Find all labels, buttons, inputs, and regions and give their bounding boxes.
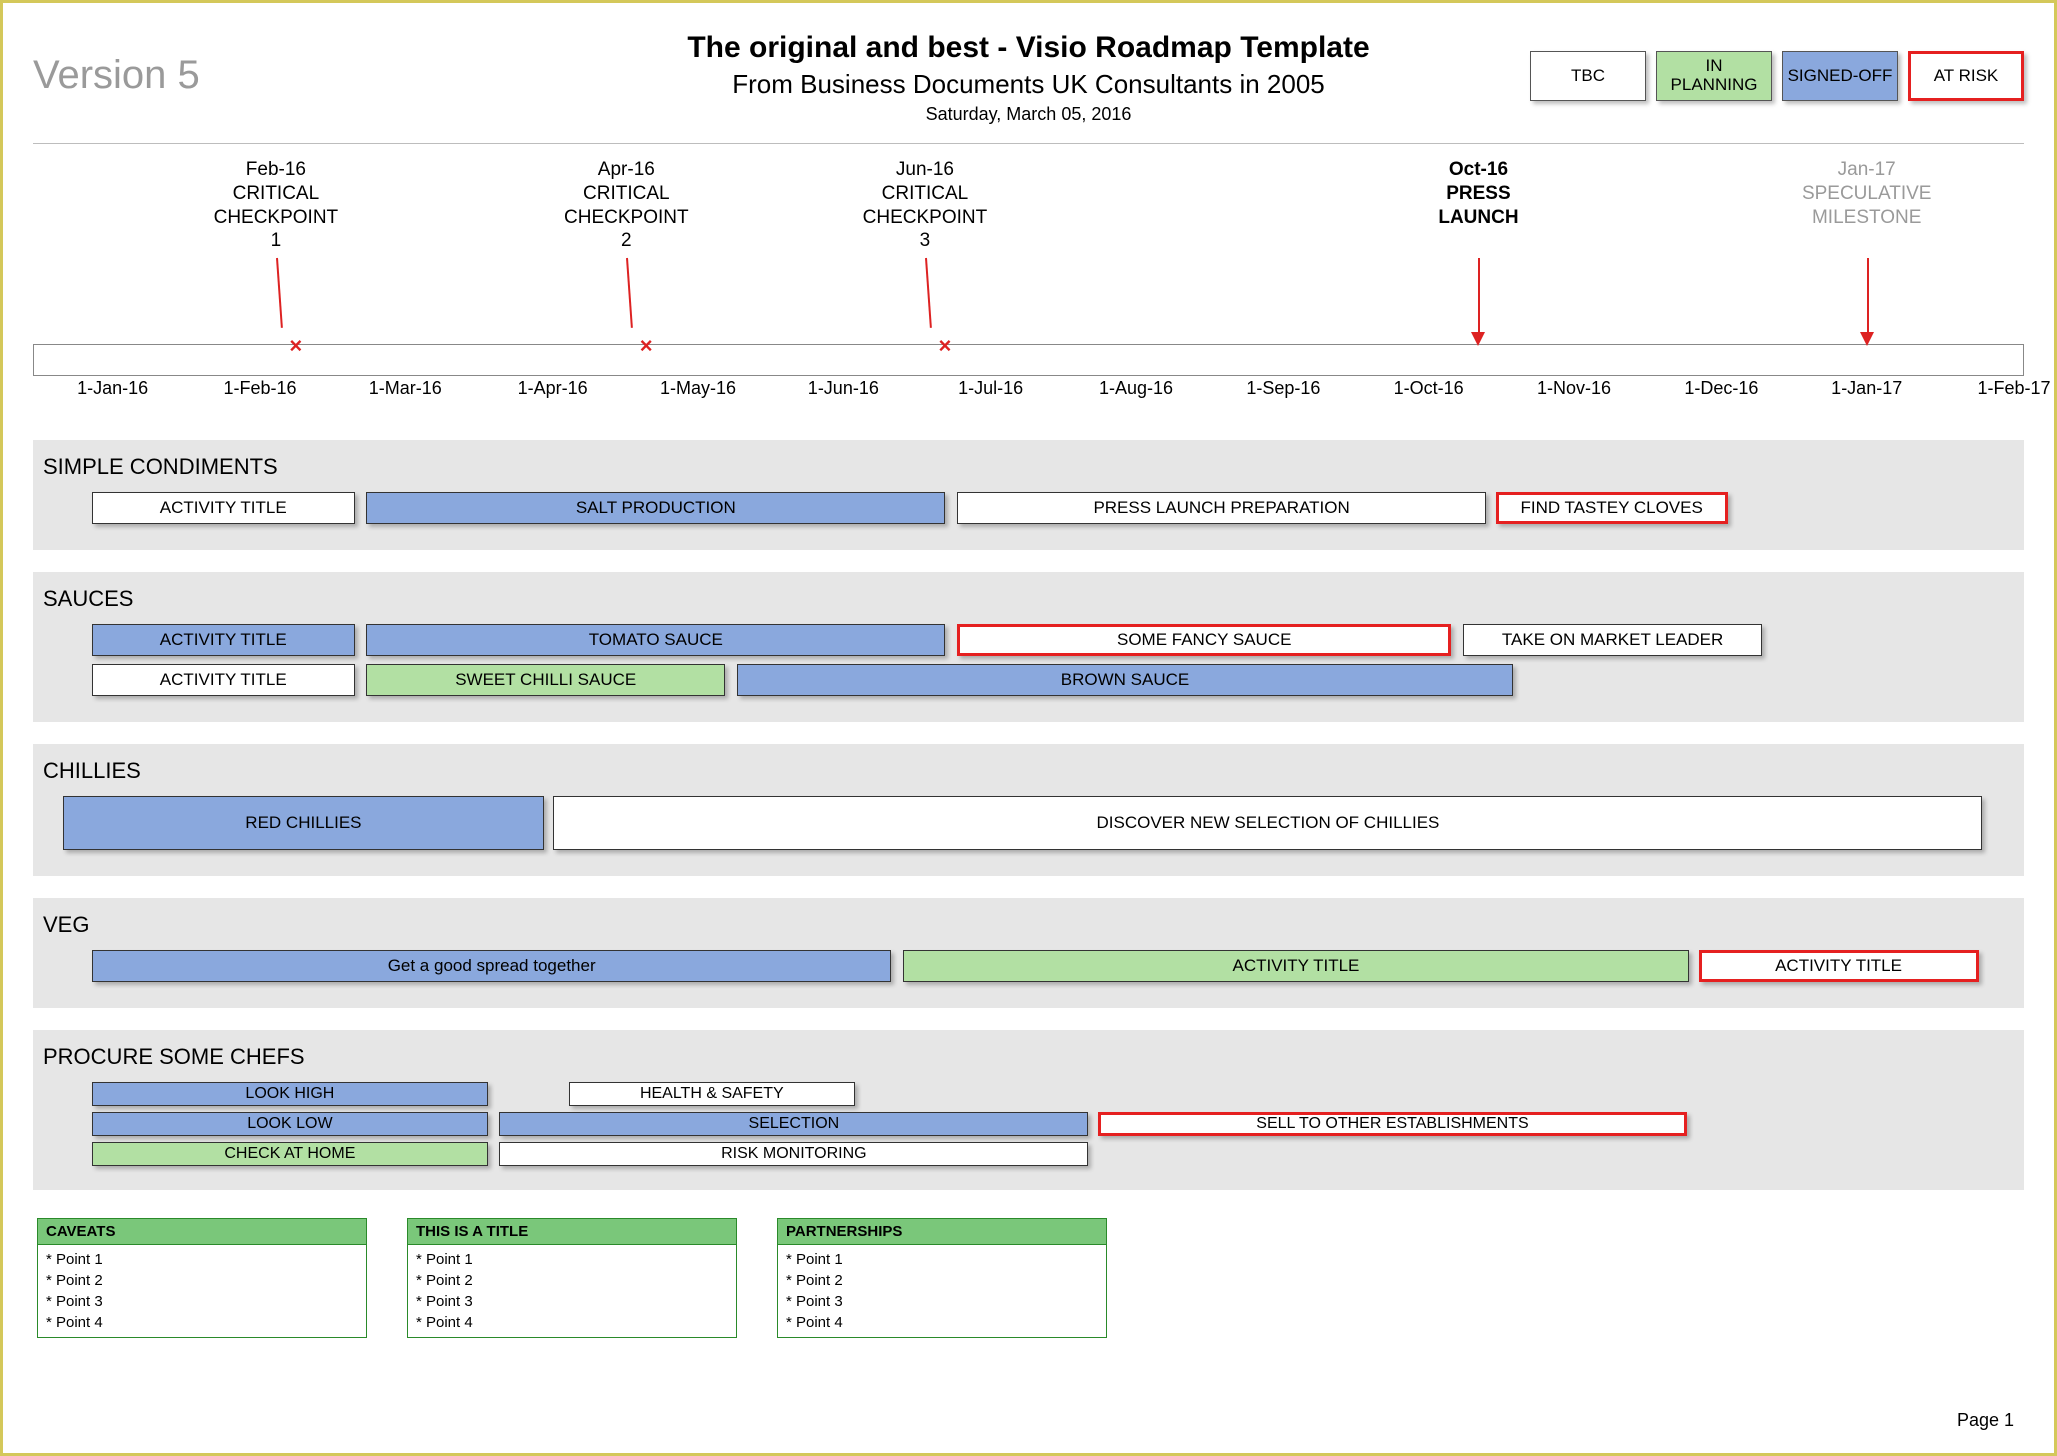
footer-boxes: CAVEATS* Point 1* Point 2* Point 3* Poin… <box>37 1218 2024 1338</box>
milestone-label: Jun-16CRITICALCHECKPOINT3 <box>825 158 1025 253</box>
legend-signed-off: SIGNED-OFF <box>1782 51 1898 101</box>
tick-label: 1-Jan-16 <box>77 378 148 399</box>
footer-box-title: THIS IS A TITLE <box>408 1219 736 1245</box>
lane-rows: RED CHILLIESDISCOVER NEW SELECTION OF CH… <box>63 796 1994 858</box>
activity-bar[interactable]: ACTIVITY TITLE <box>1699 950 1979 982</box>
footer-box-title: CAVEATS <box>38 1219 366 1245</box>
swimlane-title: PROCURE SOME CHEFS <box>33 1030 2024 1082</box>
swimlane: SAUCESACTIVITY TITLETOMATO SAUCESOME FAN… <box>33 572 2024 722</box>
activity-bar[interactable]: CHECK AT HOME <box>92 1142 488 1166</box>
milestone-label: Jan-17SPECULATIVEMILESTONE <box>1767 158 1967 229</box>
tick-label: 1-Feb-17 <box>1978 378 2051 399</box>
swimlane: VEGGet a good spread together ACTIVITY TI… <box>33 898 2024 1008</box>
swimlane: CHILLIESRED CHILLIESDISCOVER NEW SELECTI… <box>33 744 2024 876</box>
lane-rows: Get a good spread together ACTIVITY TITLE… <box>63 950 1994 990</box>
milestone-x-icon: × <box>938 333 951 359</box>
footer-box-body: * Point 1* Point 2* Point 3* Point 4 <box>408 1245 736 1337</box>
legend-at-risk: AT RISK <box>1908 51 2024 101</box>
footer-box: CAVEATS* Point 1* Point 2* Point 3* Poin… <box>37 1218 367 1338</box>
lane-row: CHECK AT HOME RISK MONITORING <box>63 1142 1994 1172</box>
activity-bar[interactable]: TOMATO SAUCE <box>366 624 945 656</box>
lane-row: LOOK HIGH HEALTH & SAFETY <box>63 1082 1994 1112</box>
footer-box-title: PARTNERSHIPS <box>778 1219 1106 1245</box>
activity-bar[interactable]: SELECTION <box>499 1112 1088 1136</box>
legend-tbc: TBC <box>1530 51 1646 101</box>
tick-label: 1-Jul-16 <box>958 378 1023 399</box>
tick-label: 1-Oct-16 <box>1394 378 1464 399</box>
tick-label: 1-Jan-17 <box>1831 378 1902 399</box>
swimlane-title: CHILLIES <box>33 744 2024 796</box>
swimlane-title: VEG <box>33 898 2024 950</box>
tick-label: 1-Feb-16 <box>223 378 296 399</box>
activity-bar[interactable]: HEALTH & SAFETY <box>569 1082 855 1106</box>
activity-bar[interactable]: FIND TASTEY CLOVES <box>1496 492 1728 524</box>
activity-bar[interactable]: BROWN SAUCE <box>737 664 1513 696</box>
timeline-axis <box>33 344 2024 376</box>
milestone-arrow-icon <box>1471 332 1485 346</box>
footer-box-body: * Point 1* Point 2* Point 3* Point 4 <box>778 1245 1106 1337</box>
activity-bar[interactable]: RED CHILLIES <box>63 796 544 850</box>
tick-label: 1-Jun-16 <box>808 378 879 399</box>
activity-bar[interactable]: ACTIVITY TITLE <box>903 950 1689 982</box>
lane-row: ACTIVITY TITLE SALT PRODUCTION PRESS LAUNC… <box>63 492 1994 532</box>
footer-box-body: * Point 1* Point 2* Point 3* Point 4 <box>38 1245 366 1337</box>
activity-bar[interactable]: ACTIVITY TITLE <box>92 492 355 524</box>
swimlanes: SIMPLE CONDIMENTSACTIVITY TITLESALT PROD… <box>33 440 2024 1190</box>
timeline: Feb-16CRITICALCHECKPOINT1 Apr-16CRITICALC… <box>33 158 2024 418</box>
lane-rows: ACTIVITY TITLE SALT PRODUCTION PRESS LAUNC… <box>63 492 1994 532</box>
activity-bar[interactable]: ACTIVITY TITLE <box>92 624 355 656</box>
lane-rows: ACTIVITY TITLE TOMATO SAUCE SOME FANCY SAU… <box>63 624 1994 704</box>
legend-planning: IN PLANNING <box>1656 51 1772 101</box>
lane-row: ACTIVITY TITLE SWEET CHILLI SAUCE BROWN SA… <box>63 664 1994 704</box>
activity-bar[interactable]: DISCOVER NEW SELECTION OF CHILLIES <box>553 796 1982 850</box>
lane-row: Get a good spread together ACTIVITY TITLE… <box>63 950 1994 990</box>
activity-bar[interactable]: SALT PRODUCTION <box>366 492 945 524</box>
tick-label: 1-May-16 <box>660 378 736 399</box>
milestone-connector <box>1478 258 1480 332</box>
activity-bar[interactable]: SELL TO OTHER ESTABLISHMENTS <box>1098 1112 1687 1136</box>
swimlane: PROCURE SOME CHEFSLOOK HIGH HEALTH & SAFE… <box>33 1030 2024 1190</box>
milestone-label: Feb-16CRITICALCHECKPOINT1 <box>176 158 376 253</box>
tick-label: 1-Dec-16 <box>1684 378 1758 399</box>
milestone-label: Oct-16PRESSLAUNCH <box>1378 158 1578 229</box>
tick-label: 1-Sep-16 <box>1246 378 1320 399</box>
milestone-x-icon: × <box>640 333 653 359</box>
tick-label: 1-Apr-16 <box>518 378 588 399</box>
swimlane-title: SAUCES <box>33 572 2024 624</box>
title-date: Saturday, March 05, 2016 <box>33 104 2024 125</box>
activity-bar[interactable]: LOOK HIGH <box>92 1082 488 1106</box>
swimlane-title: SIMPLE CONDIMENTS <box>33 440 2024 492</box>
milestone-connector <box>1867 258 1869 332</box>
activity-bar[interactable]: Get a good spread together <box>92 950 891 982</box>
activity-bar[interactable]: TAKE ON MARKET LEADER <box>1463 624 1762 656</box>
activity-bar[interactable]: SWEET CHILLI SAUCE <box>366 664 725 696</box>
legend: TBC IN PLANNING SIGNED-OFF AT RISK <box>1530 51 2024 101</box>
swimlane: SIMPLE CONDIMENTSACTIVITY TITLE SALT PROD… <box>33 440 2024 550</box>
activity-bar[interactable]: PRESS LAUNCH PREPARATION <box>957 492 1486 524</box>
page: Version 5 The original and best - Visio … <box>33 23 2024 1433</box>
header-divider <box>33 143 2024 144</box>
lane-rows: LOOK HIGH HEALTH & SAFETY LOOK LOW SELECTIO… <box>63 1082 1994 1172</box>
version-label: Version 5 <box>33 53 200 98</box>
tick-label: 1-Mar-16 <box>369 378 442 399</box>
activity-bar[interactable]: RISK MONITORING <box>499 1142 1088 1166</box>
milestone-label: Apr-16CRITICALCHECKPOINT2 <box>526 158 726 253</box>
page-number: Page 1 <box>1957 1410 2014 1431</box>
lane-row: LOOK LOW SELECTION SELL TO OTHER ESTABLISH… <box>63 1112 1994 1142</box>
tick-label: 1-Nov-16 <box>1537 378 1611 399</box>
activity-bar[interactable]: ACTIVITY TITLE <box>92 664 355 696</box>
milestone-arrow-icon <box>1860 332 1874 346</box>
milestones: Feb-16CRITICALCHECKPOINT1 Apr-16CRITICALC… <box>33 158 2024 308</box>
footer-box: PARTNERSHIPS* Point 1* Point 2* Point 3*… <box>777 1218 1107 1338</box>
activity-bar[interactable]: LOOK LOW <box>92 1112 488 1136</box>
lane-row: RED CHILLIESDISCOVER NEW SELECTION OF CH… <box>63 796 1994 858</box>
milestone-x-icon: × <box>289 333 302 359</box>
tick-label: 1-Aug-16 <box>1099 378 1173 399</box>
lane-row: ACTIVITY TITLE TOMATO SAUCE SOME FANCY SAU… <box>63 624 1994 664</box>
header: Version 5 The original and best - Visio … <box>33 23 2024 125</box>
footer-box: THIS IS A TITLE* Point 1* Point 2* Point… <box>407 1218 737 1338</box>
activity-bar[interactable]: SOME FANCY SAUCE <box>957 624 1451 656</box>
